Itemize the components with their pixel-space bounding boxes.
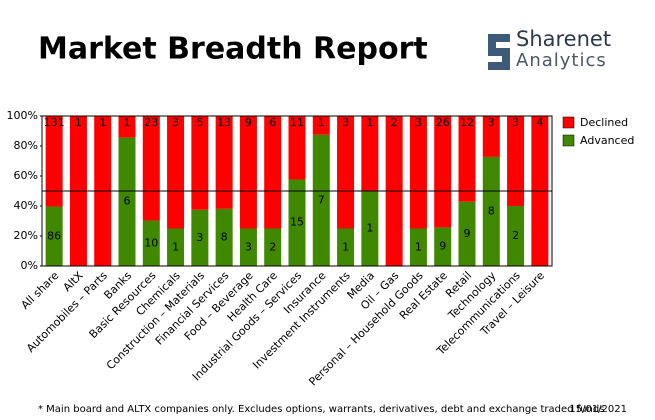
legend-label: Declined [580,116,628,129]
bar-segment [434,116,452,228]
y-tick-label: 20% [14,229,38,242]
bar-label: 26 [436,116,450,129]
bar-label: 23 [144,116,158,129]
logo: Sharenet Analytics [488,27,611,71]
bar-segment [482,156,500,266]
bar-label: 2 [269,240,276,253]
bar-label: 8 [221,230,228,243]
bar-label: 3 [512,116,519,129]
bar-segment [409,228,427,266]
bar-segment [264,116,282,229]
bar-segment [507,206,525,266]
bar-label: 9 [439,240,446,253]
bar-label: 12 [460,116,474,129]
bar-label: 3 [488,116,495,129]
bar-segment [191,116,209,210]
bar-label: 2 [512,229,519,242]
bar-label: 3 [342,116,349,129]
bar-label: 3 [245,240,252,253]
y-tick-label: 80% [14,139,38,152]
bar-label: 1 [124,116,131,129]
bar-segment [118,116,136,138]
chart-title: Market Breadth Report [38,32,428,67]
bar-segment [215,208,233,266]
bar-label: 13 [217,116,231,129]
bar-label: 1 [172,240,179,253]
brand-sub: Analytics [516,50,607,71]
bar-label: 4 [536,116,543,129]
bar-label: 131 [44,116,65,129]
bar-segment [45,116,63,207]
bar-label: 86 [47,229,61,242]
date: 15/01/2021 [569,404,627,415]
bar-segment [312,116,330,135]
bar-segment [482,116,500,157]
bar-segment [458,201,476,266]
bar-segment [142,116,160,221]
bar-segment [337,228,355,266]
legend-swatch [562,134,575,147]
bar-segment [507,116,525,206]
bar-label: 1 [366,116,373,129]
bar-segment [458,116,476,202]
bar-label: 9 [245,116,252,129]
bar-segment [288,179,306,266]
legend-label: Advanced [580,134,634,147]
logo-icon [488,34,510,70]
bar-segment [361,191,379,266]
bar-label: 1 [415,240,422,253]
bar-segment [434,227,452,266]
bar-label: 5 [196,116,203,129]
bar-label: 1 [366,222,373,235]
bar-label: 3 [172,116,179,129]
bar-segment [239,228,257,266]
y-tick-label: 60% [14,169,38,182]
bar-label: 6 [124,195,131,208]
bar-label: 9 [464,227,471,240]
bar-label: 11 [290,116,304,129]
bar-label: 10 [144,236,158,249]
bar-segment [337,116,355,229]
bar-segment [191,209,209,266]
bar-segment [239,116,257,229]
bar-segment [45,206,63,266]
bar-label: 2 [391,116,398,129]
brand-name: Sharenet [516,27,611,51]
bar-segment [167,116,185,229]
bar-label: 1 [99,116,106,129]
bar-segment [118,137,136,266]
bar-segment [167,228,185,266]
plot-frame [41,115,553,267]
bar-segment [361,116,379,191]
bar-label: 3 [196,231,203,244]
bar-segment [215,116,233,209]
bar-label: 6 [269,116,276,129]
bar-label: 7 [318,193,325,206]
legend-swatch [562,116,575,129]
bar-segment [409,116,427,229]
bar-label: 15 [290,216,304,229]
bar-segment [264,228,282,266]
y-tick-label: 100% [7,109,38,122]
footnote: * Main board and ALTX companies only. Ex… [38,404,604,415]
bar-label: 8 [488,204,495,217]
bar-label: 3 [415,116,422,129]
y-tick-label: 40% [14,199,38,212]
bar-label: 1 [342,240,349,253]
x-tick-label: All share [19,269,62,312]
bar-segment [312,134,330,266]
bar-segment [288,116,306,180]
bar-label: 1 [75,116,82,129]
bar-segment [142,220,160,266]
y-tick-label: 0% [21,259,38,272]
bar-label: 1 [318,116,325,129]
